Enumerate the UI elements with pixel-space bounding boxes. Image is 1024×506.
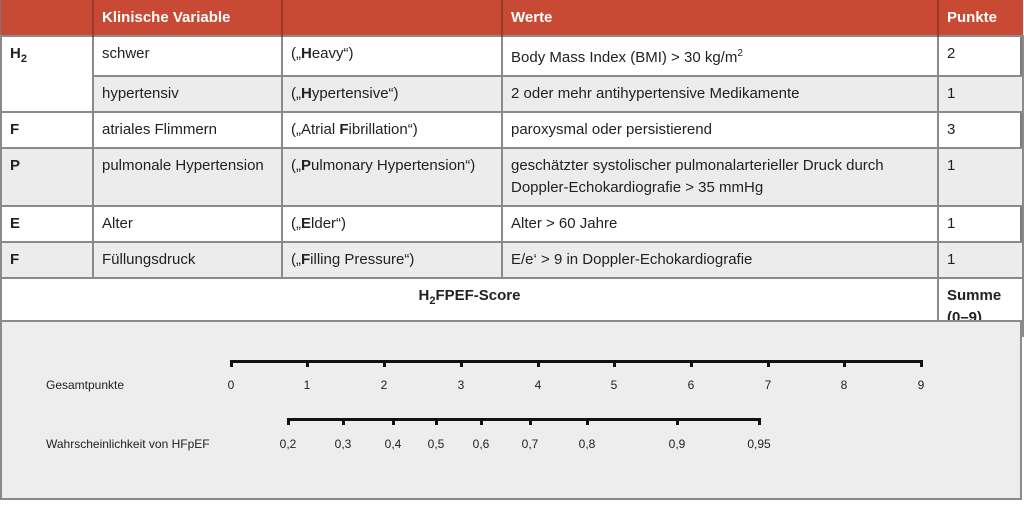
header-punkte: Punkte bbox=[938, 0, 1023, 36]
table-row: E Alter („Elder“) Alter > 60 Jahre 1 bbox=[0, 205, 1024, 243]
english-cell: („Pulmonary Hypertension“) bbox=[281, 147, 503, 207]
probability-tick-label: 0,4 bbox=[384, 437, 402, 451]
abbr-cell: F bbox=[0, 111, 94, 149]
variable-cell: Füllungsdruck bbox=[92, 241, 283, 279]
probability-tick bbox=[435, 418, 438, 425]
probability-axis-line bbox=[287, 418, 761, 421]
probability-tick bbox=[342, 418, 345, 425]
variable-cell: hypertensiv bbox=[92, 75, 283, 113]
header-werte: Werte bbox=[502, 0, 939, 36]
werte-cell: paroxysmal oder persistierend bbox=[501, 111, 939, 149]
werte-cell: E/e‘ > 9 in Doppler-Echokardiografie bbox=[501, 241, 939, 279]
variable-cell: atriales Flimmern bbox=[92, 111, 283, 149]
score-tick-label: 0 bbox=[227, 378, 235, 392]
werte-cell: Alter > 60 Jahre bbox=[501, 205, 939, 243]
score-tick bbox=[767, 360, 770, 367]
score-tick bbox=[383, 360, 386, 367]
score-tick-label: 5 bbox=[610, 378, 618, 392]
probability-tick bbox=[392, 418, 395, 425]
score-axis-label: Gesamtpunkte bbox=[46, 378, 125, 392]
score-tick-label: 1 bbox=[303, 378, 311, 392]
score-tick bbox=[306, 360, 309, 367]
punkte-cell: 1 bbox=[937, 75, 1024, 113]
score-tick bbox=[843, 360, 846, 367]
punkte-cell: 2 bbox=[937, 35, 1024, 77]
variable-cell: schwer bbox=[92, 35, 283, 77]
punkte-cell: 3 bbox=[937, 111, 1024, 149]
score-tick-label: 3 bbox=[457, 378, 465, 392]
probability-tick-label: 0,5 bbox=[427, 437, 445, 451]
variable-cell: Alter bbox=[92, 205, 283, 243]
english-cell: („Hypertensive“) bbox=[281, 75, 503, 113]
abbr-cell: H2 bbox=[0, 35, 94, 113]
h2fpef-score-table: Klinische Variable Werte Punkte H2 schwe… bbox=[0, 0, 1024, 337]
probability-tick-label: 0,6 bbox=[472, 437, 490, 451]
abbr-cell: P bbox=[0, 147, 94, 207]
table-header-row: Klinische Variable Werte Punkte bbox=[1, 0, 1023, 36]
nomogram: Gesamtpunkte Wahrscheinlichkeit von HFpE… bbox=[0, 320, 1022, 500]
score-tick-label: 7 bbox=[764, 378, 772, 392]
table-row: H2 schwer („Heavy“) Body Mass Index (BMI… bbox=[0, 35, 1024, 113]
probability-tick bbox=[586, 418, 589, 425]
punkte-cell: 1 bbox=[937, 205, 1024, 243]
probability-tick bbox=[529, 418, 532, 425]
header-klinische-variable: Klinische Variable bbox=[93, 0, 283, 36]
score-tick bbox=[920, 360, 923, 367]
probability-tick bbox=[676, 418, 679, 425]
werte-cell: 2 oder mehr antihypertensive Medikamente bbox=[501, 75, 939, 113]
score-tick bbox=[230, 360, 233, 367]
score-tick bbox=[613, 360, 616, 367]
english-cell: („Elder“) bbox=[281, 205, 503, 243]
probability-tick-label: 0,3 bbox=[334, 437, 352, 451]
punkte-cell: 1 bbox=[937, 147, 1024, 207]
score-tick bbox=[537, 360, 540, 367]
score-tick-label: 8 bbox=[840, 378, 848, 392]
werte-cell: geschätzter systolischer pulmonalarterie… bbox=[501, 147, 939, 207]
abbr-cell: F bbox=[0, 241, 94, 279]
probability-tick-label: 0,95 bbox=[747, 437, 771, 451]
punkte-cell: 1 bbox=[937, 241, 1024, 279]
header-english bbox=[282, 0, 503, 36]
score-tick bbox=[460, 360, 463, 367]
table-row: F Füllungsdruck („Filling Pressure“) E/e… bbox=[0, 241, 1024, 279]
table-row: hypertensiv („Hypertensive“) 2 oder mehr… bbox=[1, 75, 1024, 113]
probability-tick-label: 0,9 bbox=[668, 437, 686, 451]
english-cell: („Heavy“) bbox=[281, 35, 503, 77]
score-tick-label: 9 bbox=[917, 378, 925, 392]
probability-tick-label: 0,8 bbox=[578, 437, 596, 451]
table-row: P pulmonale Hypertension („Pulmonary Hyp… bbox=[0, 147, 1024, 207]
table-row: F atriales Flimmern („Atrial Fibrillatio… bbox=[0, 111, 1024, 149]
english-cell: („Atrial Fibrillation“) bbox=[281, 111, 503, 149]
english-cell: („Filling Pressure“) bbox=[281, 241, 503, 279]
score-tick-label: 4 bbox=[534, 378, 542, 392]
score-tick bbox=[690, 360, 693, 367]
probability-tick-label: 0,7 bbox=[521, 437, 539, 451]
probability-tick-label: 0,2 bbox=[279, 437, 297, 451]
probability-tick bbox=[287, 418, 290, 425]
score-tick-label: 6 bbox=[687, 378, 695, 392]
probability-tick bbox=[480, 418, 483, 425]
probability-tick bbox=[758, 418, 761, 425]
header-abbr bbox=[1, 0, 94, 36]
abbr-cell: E bbox=[0, 205, 94, 243]
variable-cell: pulmonale Hypertension bbox=[92, 147, 283, 207]
score-tick-label: 2 bbox=[380, 378, 388, 392]
probability-axis-label: Wahrscheinlichkeit von HFpEF bbox=[46, 437, 210, 451]
werte-cell: Body Mass Index (BMI) > 30 kg/m2 bbox=[501, 35, 939, 77]
score-axis-line bbox=[230, 360, 923, 363]
